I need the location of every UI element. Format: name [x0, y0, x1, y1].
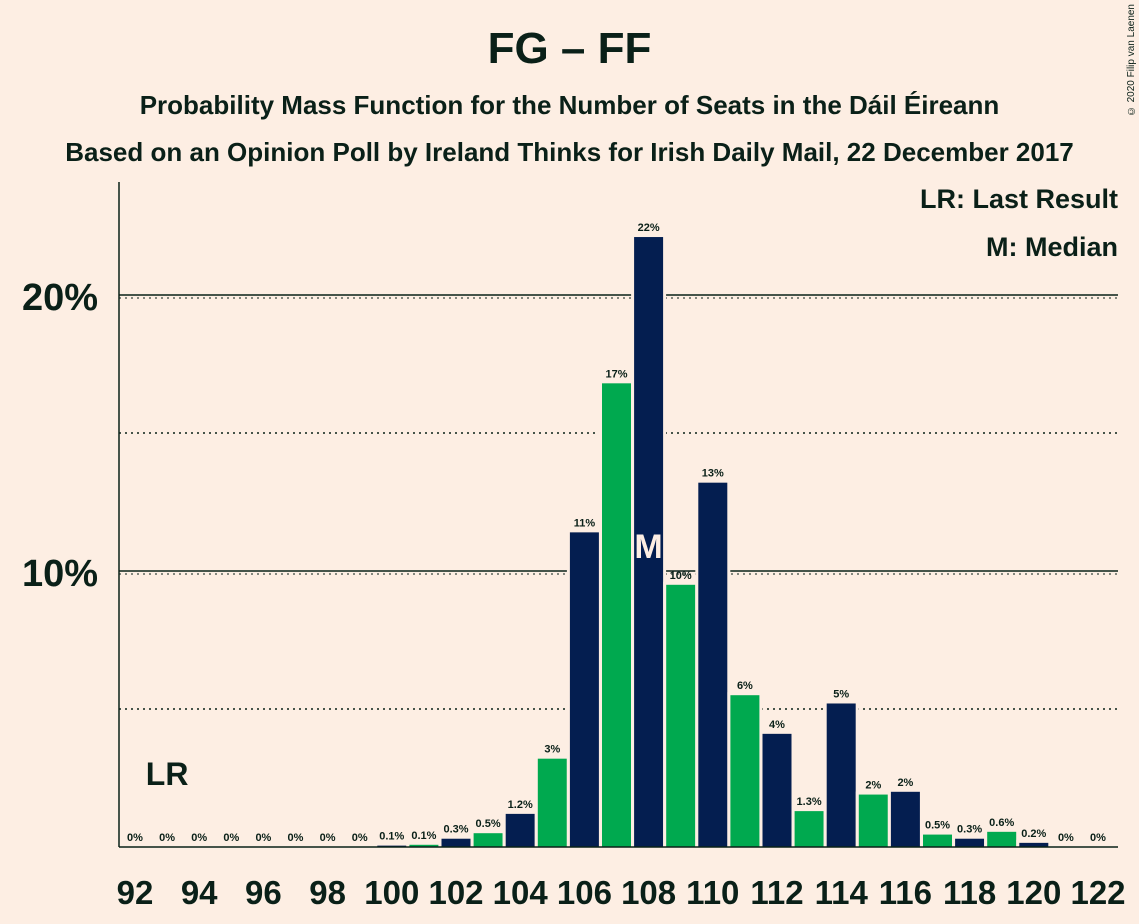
bar-114: [826, 703, 856, 847]
data-label-110: 13%: [702, 468, 724, 480]
bar-113: [794, 811, 824, 847]
x-tick-label-96: 96: [245, 874, 282, 911]
data-label-120: 0.2%: [1021, 828, 1046, 840]
data-label-98: 0%: [320, 832, 336, 844]
data-label-117: 0.5%: [925, 820, 950, 832]
data-label-93: 0%: [159, 832, 175, 844]
bar-116: [890, 791, 920, 847]
bar-102: [441, 838, 471, 847]
x-tick-label-116: 116: [879, 874, 932, 911]
data-label-114: 5%: [833, 688, 849, 700]
data-label-99: 0%: [352, 832, 368, 844]
data-label-101: 0.1%: [411, 830, 436, 842]
data-label-116: 2%: [897, 777, 913, 789]
data-label-106: 11%: [574, 517, 596, 529]
data-label-102: 0.3%: [443, 824, 468, 836]
data-label-108: 22%: [638, 222, 660, 234]
y-tick-label-10: 10%: [22, 553, 98, 595]
bar-110: [698, 482, 728, 847]
x-tick-label-92: 92: [117, 874, 154, 911]
data-label-104: 1.2%: [508, 799, 533, 811]
data-label-96: 0%: [255, 832, 271, 844]
x-tick-label-112: 112: [750, 874, 803, 911]
bar-111: [730, 695, 760, 847]
data-label-115: 2%: [865, 780, 881, 792]
data-label-92: 0%: [127, 832, 143, 844]
bar-104: [505, 813, 535, 847]
x-tick-label-108: 108: [621, 874, 676, 911]
data-label-118: 0.3%: [957, 824, 982, 836]
data-label-97: 0%: [288, 832, 304, 844]
x-tick-label-122: 122: [1070, 874, 1125, 911]
bar-halo-101: [406, 841, 442, 847]
bar-106: [569, 532, 599, 847]
bar-108: [634, 237, 664, 848]
x-tick-label-120: 120: [1006, 874, 1061, 911]
bar-118: [955, 838, 985, 847]
last-result-marker: LR: [146, 756, 189, 792]
bar-103: [473, 833, 503, 847]
data-label-119: 0.6%: [989, 817, 1014, 829]
legend-last-result: LR: Last Result: [919, 184, 1118, 214]
data-label-112: 4%: [769, 719, 785, 731]
x-tick-label-100: 100: [364, 874, 419, 911]
data-label-105: 3%: [544, 744, 560, 756]
x-tick-label-110: 110: [686, 874, 739, 911]
bar-119: [987, 831, 1017, 847]
x-tick-label-114: 114: [815, 874, 869, 911]
bar-107: [602, 383, 631, 847]
chart-title: FG – FF: [487, 24, 652, 73]
data-label-111: 6%: [737, 680, 753, 692]
x-tick-label-94: 94: [181, 874, 218, 911]
data-label-122: 0%: [1090, 832, 1106, 844]
data-label-121: 0%: [1058, 832, 1074, 844]
x-tick-label-104: 104: [493, 874, 549, 911]
legend-median: M: Median: [986, 232, 1118, 262]
bar-halo-100: [374, 842, 410, 847]
bar-117: [923, 834, 952, 847]
median-marker: M: [634, 528, 662, 566]
bar-120: [1019, 842, 1049, 847]
data-label-103: 0.5%: [476, 818, 501, 830]
data-label-94: 0%: [191, 832, 207, 844]
x-tick-label-118: 118: [943, 874, 996, 911]
chart-subtitle: Probability Mass Function for the Number…: [139, 90, 1000, 120]
data-label-109: 10%: [670, 570, 692, 582]
data-label-95: 0%: [223, 832, 239, 844]
chart-source-subtitle: Based on an Opinion Poll by Ireland Thin…: [65, 137, 1074, 167]
data-label-100: 0.1%: [379, 831, 404, 843]
data-label-107: 17%: [605, 368, 627, 380]
bar-105: [537, 758, 567, 847]
x-tick-label-98: 98: [309, 874, 346, 911]
x-tick-label-106: 106: [557, 874, 612, 911]
x-tick-label-102: 102: [428, 874, 483, 911]
y-tick-label-20: 20%: [22, 277, 98, 319]
bar-109: [666, 584, 696, 847]
bar-115: [858, 794, 888, 847]
data-label-113: 1.3%: [797, 796, 822, 808]
bar-101: [409, 844, 439, 847]
bar-112: [762, 733, 792, 847]
